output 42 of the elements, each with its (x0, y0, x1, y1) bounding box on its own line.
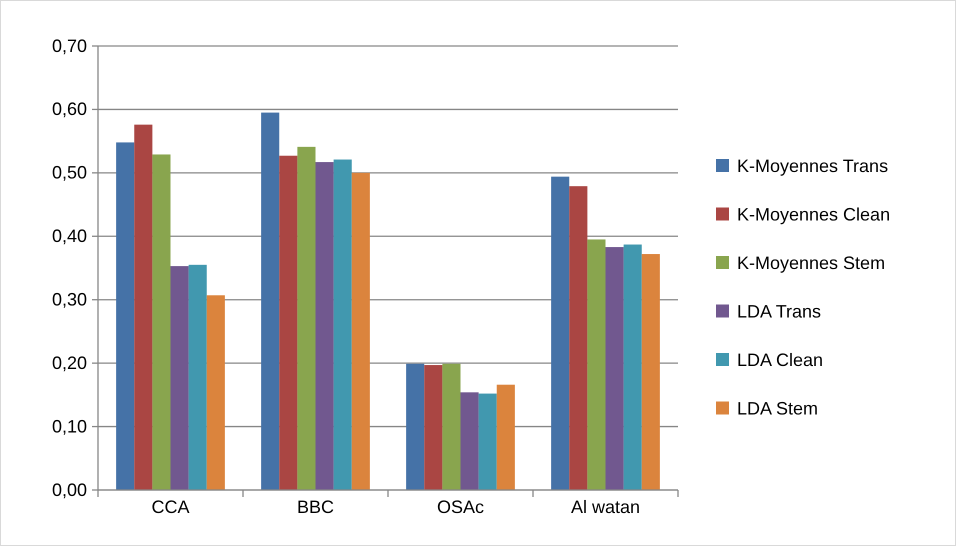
y-tick-label: 0,30 (52, 289, 87, 310)
legend-label: K-Moyennes Stem (737, 253, 886, 273)
y-tick-label: 0,40 (52, 226, 87, 246)
y-tick-label: 0,60 (52, 99, 87, 120)
legend-label: K-Moyennes Trans (737, 156, 888, 176)
bar (152, 154, 170, 490)
x-tick-label: OSAc (436, 496, 484, 517)
legend-label: LDA Stem (737, 398, 818, 418)
legend-label: LDA Trans (737, 302, 822, 322)
x-tick-label: CCA (151, 496, 190, 517)
bar (170, 266, 189, 490)
bar (442, 364, 460, 490)
bar (261, 112, 280, 490)
bar (352, 172, 370, 490)
bar (569, 186, 588, 490)
bar (116, 142, 134, 490)
bar (334, 160, 352, 490)
y-tick-label: 0,00 (52, 480, 87, 500)
y-tick-label: 0,50 (52, 162, 87, 183)
x-tick-label: BBC (296, 496, 334, 517)
bar (551, 176, 570, 490)
bar (188, 264, 207, 490)
bar (424, 365, 442, 490)
bar (478, 394, 497, 490)
bar (587, 239, 606, 490)
bar (279, 156, 298, 490)
bar (316, 162, 334, 490)
bar (496, 384, 515, 490)
bar (460, 392, 479, 490)
legend-label: K-Moyennes Clean (737, 204, 890, 224)
bar (606, 247, 624, 490)
x-tick-label: Al watan (570, 496, 640, 517)
y-tick-label: 0,70 (52, 36, 87, 56)
legend-label: LDA Clean (737, 350, 824, 370)
bar (406, 364, 424, 490)
bar (206, 295, 225, 490)
bar (624, 244, 642, 490)
bar (297, 146, 316, 490)
bar (134, 124, 152, 490)
y-tick-label: 0,10 (52, 416, 87, 436)
bar (642, 254, 660, 490)
y-tick-label: 0,20 (52, 352, 87, 373)
